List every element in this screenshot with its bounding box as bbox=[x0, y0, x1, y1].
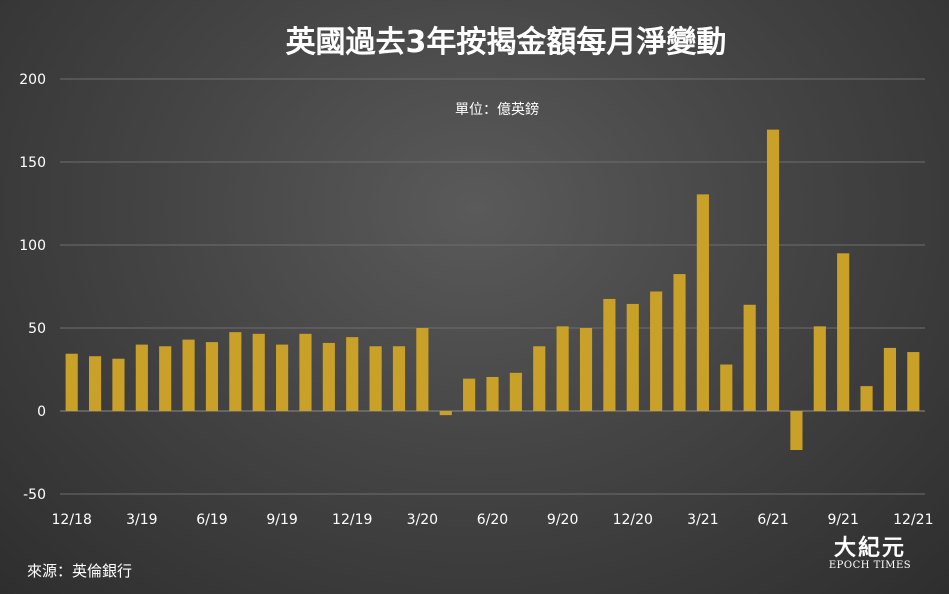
bar-5/21 bbox=[743, 304, 756, 411]
x-tick-label: 12/20 bbox=[613, 512, 653, 528]
bar-8/20 bbox=[533, 346, 546, 411]
source-note: 來源：英倫銀行 bbox=[27, 562, 133, 580]
bar-2/20 bbox=[392, 346, 406, 411]
logo-chinese: 大紀元 bbox=[833, 535, 906, 561]
bar-11/19 bbox=[322, 342, 335, 411]
bar-7/20 bbox=[509, 372, 522, 411]
bar-8/19 bbox=[252, 333, 265, 411]
bar-4/20 bbox=[439, 411, 452, 416]
x-tick-label: 3/19 bbox=[126, 512, 157, 528]
y-tick-label: 100 bbox=[19, 238, 46, 254]
bar-6/21 bbox=[766, 129, 780, 411]
bar-1/19 bbox=[88, 356, 102, 411]
bar-10/21 bbox=[860, 386, 873, 411]
bar-12/19 bbox=[346, 337, 359, 411]
bar-4/21 bbox=[720, 364, 733, 411]
y-tick-label: 50 bbox=[28, 321, 46, 337]
bar-8/21 bbox=[813, 326, 826, 411]
y-axis-ticks: -50 0 50 100 150 200 bbox=[19, 72, 46, 503]
x-tick-label: 12/19 bbox=[332, 512, 372, 528]
bar-7/19 bbox=[229, 332, 242, 411]
x-tick-label: 3/20 bbox=[407, 512, 438, 528]
x-tick-label: 9/19 bbox=[266, 512, 297, 528]
bar-6/19 bbox=[205, 342, 219, 411]
x-tick-label: 9/20 bbox=[547, 512, 578, 528]
x-tick-label: 9/21 bbox=[827, 512, 858, 528]
bar-11/20 bbox=[603, 298, 616, 411]
bar-5/20 bbox=[463, 378, 476, 411]
x-tick-label: 6/21 bbox=[757, 512, 788, 528]
bar-3/21 bbox=[696, 194, 709, 411]
x-tick-label: 6/19 bbox=[196, 512, 227, 528]
bar-10/20 bbox=[579, 328, 593, 411]
bar-9/19 bbox=[276, 344, 289, 411]
chart-subtitle: 單位：億英鎊 bbox=[455, 101, 539, 118]
chart-title: 英國過去3年按揭金額每月淨變動 bbox=[286, 25, 727, 60]
bar-12/18 bbox=[65, 353, 78, 411]
epoch-times-logo: 大紀元 EPOCH TIMES bbox=[820, 536, 920, 572]
bars bbox=[65, 129, 920, 451]
bar-2/19 bbox=[112, 358, 125, 411]
y-tick-label: -50 bbox=[23, 487, 46, 503]
bar-2/21 bbox=[673, 274, 686, 411]
bar-12/21 bbox=[907, 352, 920, 411]
bar-10/19 bbox=[299, 333, 312, 411]
x-tick-label: 3/21 bbox=[687, 512, 718, 528]
y-tick-label: 0 bbox=[37, 404, 46, 420]
bar-5/19 bbox=[182, 339, 195, 411]
logo-english: EPOCH TIMES bbox=[828, 560, 912, 571]
bar-3/19 bbox=[135, 344, 148, 411]
x-tick-label: 12/21 bbox=[893, 512, 933, 528]
y-tick-label: 150 bbox=[19, 155, 46, 171]
bar-6/20 bbox=[486, 376, 499, 411]
x-tick-label: 6/20 bbox=[477, 512, 508, 528]
x-axis-ticks: 12/18 3/19 6/19 9/19 12/19 3/20 6/20 9/20 12/20 3… bbox=[52, 512, 934, 528]
bar-7/21 bbox=[790, 411, 803, 451]
bar-9/21 bbox=[837, 253, 850, 411]
bar-1/20 bbox=[369, 346, 382, 411]
bar-1/21 bbox=[650, 291, 663, 411]
gridlines bbox=[60, 78, 925, 495]
bar-9/20 bbox=[556, 326, 569, 411]
bar-3/20 bbox=[416, 328, 429, 411]
bar-12/20 bbox=[626, 303, 639, 411]
bar-11/21 bbox=[883, 347, 897, 411]
x-tick-label: 12/18 bbox=[52, 512, 92, 528]
bar-4/19 bbox=[159, 346, 172, 411]
y-tick-label: 200 bbox=[19, 72, 46, 88]
